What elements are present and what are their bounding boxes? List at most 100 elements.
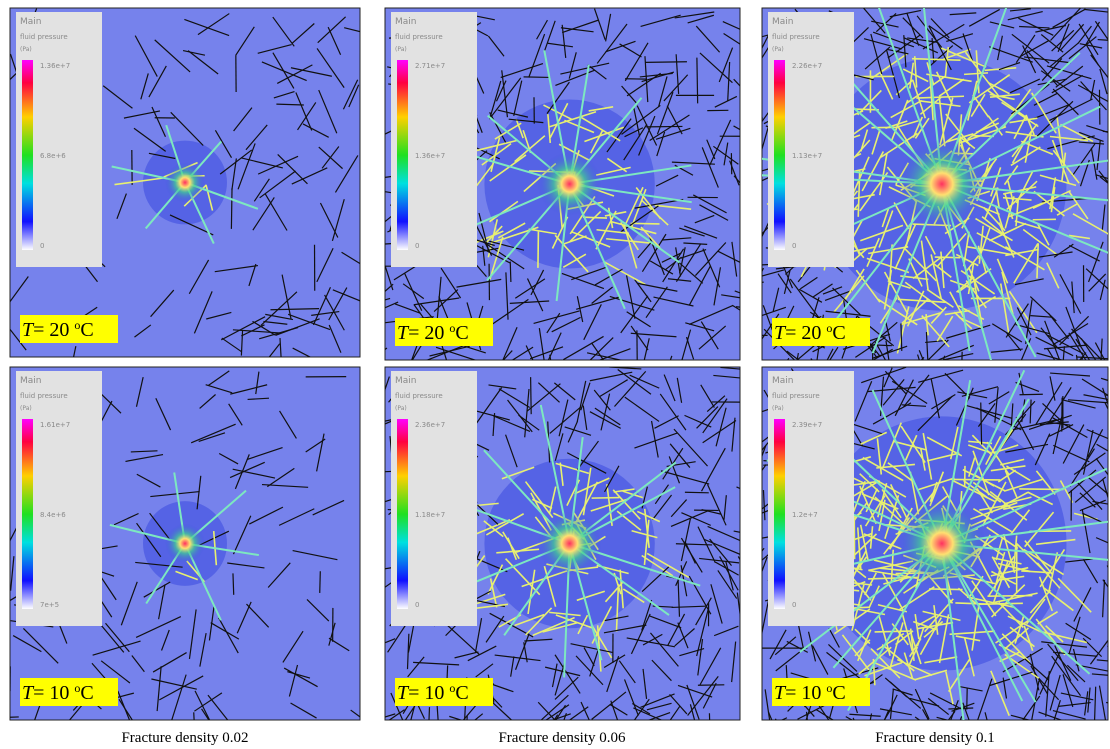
- legend-min: 0: [792, 601, 796, 609]
- fracture: [935, 257, 960, 258]
- color-bar: [774, 60, 785, 250]
- fracture: [465, 716, 467, 749]
- fracture: [1057, 720, 1066, 749]
- legend-unit: (Pa): [772, 46, 784, 53]
- fracture: [510, 262, 511, 282]
- legend-title: Main: [20, 376, 42, 386]
- legend-title: Main: [772, 17, 794, 27]
- column-caption: Fracture density 0.02: [121, 730, 248, 746]
- unit: C: [80, 319, 93, 341]
- unit: C: [80, 682, 93, 704]
- legend-mid: 1.36e+7: [415, 152, 445, 160]
- pressure-core: [538, 152, 602, 216]
- value: = 20: [785, 322, 826, 344]
- legend-min: 0: [415, 242, 419, 250]
- panel: Main fluid pressure (Pa) 2.26e+7 1.13e+7 0 T= …: [731, 0, 1110, 400]
- fracture: [775, 719, 794, 749]
- legend-quantity: fluid pressure: [772, 33, 820, 41]
- panel: Mainfluid pressure(Pa)2.71e+71.36e+70T= …: [349, 8, 774, 391]
- legend-quantity: fluid pressure: [20, 33, 68, 41]
- legend-title: Main: [20, 17, 42, 27]
- temperature-label: T= 10 oC: [774, 681, 846, 704]
- fracture: [631, 223, 660, 224]
- legend-title: Main: [772, 376, 794, 386]
- value: = 10: [785, 682, 826, 704]
- pressure-core: [898, 140, 986, 228]
- fracture: [742, 268, 763, 312]
- temperature-label: T= 10 oC: [397, 681, 469, 704]
- column-caption: Fracture density 0.06: [498, 730, 626, 746]
- fracture: [1020, 394, 1043, 395]
- color-bar: [22, 60, 33, 250]
- column-caption: Fracture density 0.1: [875, 730, 995, 746]
- fracture: [233, 573, 234, 594]
- pressure-core: [538, 512, 602, 576]
- legend-mid: 6.8e+6: [40, 152, 66, 160]
- fracture: [987, 596, 1032, 597]
- fracture: [697, 58, 698, 104]
- fracture: [1019, 489, 1063, 490]
- legend-min: 0: [415, 601, 419, 609]
- pressure-core: [165, 524, 205, 564]
- fracture: [685, 492, 709, 493]
- legend-max: 2.26e+7: [792, 62, 822, 70]
- color-bar: [397, 60, 408, 250]
- fracture: [592, 498, 620, 499]
- legend-min: 0: [792, 242, 796, 250]
- unit: C: [455, 322, 468, 344]
- panel: Main fluid pressure (Pa) 1.61e+7 8.4e+6 7e+5 T…: [0, 367, 376, 749]
- page: Main fluid pressure (Pa) 1.36e+7 6.8e+6 0 T= 2…: [0, 0, 1110, 749]
- fracture: [320, 571, 321, 593]
- temperature-label: T= 10 oC: [22, 681, 94, 704]
- pressure-core: [165, 163, 205, 203]
- legend-unit: (Pa): [20, 405, 32, 412]
- legend-mid: 1.2e+7: [792, 511, 818, 519]
- legend-unit: (Pa): [395, 405, 407, 412]
- fracture: [583, 217, 607, 218]
- color-bar: [22, 419, 33, 609]
- legend-mid: 1.18e+7: [415, 511, 445, 519]
- legend-unit: (Pa): [772, 405, 784, 412]
- unit: C: [832, 682, 845, 704]
- value: = 10: [408, 682, 449, 704]
- pressure-core: [898, 500, 986, 588]
- legend-max: 2.71e+7: [415, 62, 445, 70]
- legend-quantity: fluid pressure: [772, 392, 820, 400]
- legend-title: Main: [395, 17, 417, 27]
- fracture: [753, 118, 763, 140]
- fracture: [231, 188, 232, 229]
- unit: C: [832, 322, 845, 344]
- legend-quantity: fluid pressure: [395, 392, 443, 400]
- color-bar: [774, 419, 785, 609]
- panel: Main fluid pressure (Pa) 1.36e+7 6.8e+6 0 T= 2…: [0, 8, 371, 386]
- temperature-label: T= 20 oC: [774, 321, 846, 344]
- legend-max: 1.61e+7: [40, 421, 70, 429]
- legend-max: 1.36e+7: [40, 62, 70, 70]
- fracture: [524, 77, 551, 78]
- fracture: [531, 377, 532, 414]
- value: = 10: [33, 682, 74, 704]
- legend-mid: 8.4e+6: [40, 511, 66, 519]
- temperature-label: T= 20 oC: [397, 321, 469, 344]
- legend-max: 2.36e+7: [415, 421, 445, 429]
- legend-quantity: fluid pressure: [395, 33, 443, 41]
- fracture: [645, 62, 687, 63]
- fracture: [853, 718, 864, 741]
- figure: Main fluid pressure (Pa) 1.36e+7 6.8e+6 0 T= 2…: [0, 0, 1110, 749]
- unit: C: [455, 682, 468, 704]
- temperature-label: T= 20 oC: [22, 318, 94, 341]
- fracture: [929, 589, 962, 590]
- legend-mid: 1.13e+7: [792, 152, 822, 160]
- legend-min: 7e+5: [40, 601, 59, 609]
- legend-title: Main: [395, 376, 417, 386]
- fracture: [901, 323, 902, 350]
- legend-unit: (Pa): [20, 46, 32, 53]
- legend-max: 2.39e+7: [792, 421, 822, 429]
- legend-quantity: fluid pressure: [20, 392, 68, 400]
- color-bar: [397, 419, 408, 609]
- value: = 20: [408, 322, 449, 344]
- value: = 20: [33, 319, 74, 341]
- panel: Main fluid pressure (Pa) 2.36e+7 1.18e+7 0 T= …: [351, 367, 780, 749]
- panel: Main fluid pressure (Pa) 2.39e+7 1.2e+7 0 T= 1…: [733, 367, 1110, 749]
- legend-min: 0: [40, 242, 44, 250]
